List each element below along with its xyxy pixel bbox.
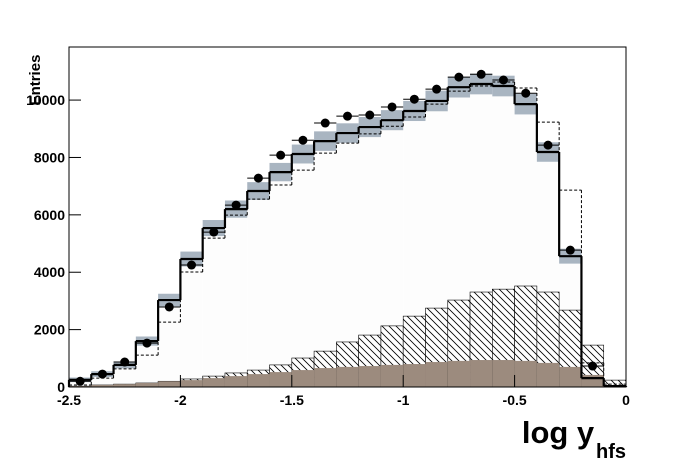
data-point xyxy=(365,110,375,120)
filled-bar xyxy=(158,381,181,387)
total-fill xyxy=(135,341,159,387)
filled-bar xyxy=(447,360,471,387)
total-fill xyxy=(180,259,203,387)
total-fill xyxy=(314,141,337,387)
filled-bar xyxy=(336,366,359,387)
data-point xyxy=(432,84,442,94)
data-point xyxy=(142,338,152,348)
filled-bar xyxy=(269,372,292,387)
filled-bar xyxy=(470,360,493,387)
data-point xyxy=(187,260,197,270)
filled-bar xyxy=(135,382,159,387)
filled-bar xyxy=(113,384,136,387)
total-fill xyxy=(91,374,114,387)
total-fill xyxy=(202,228,225,387)
data-point xyxy=(253,173,263,183)
total-fill xyxy=(113,364,136,387)
x-tick-label: 0 xyxy=(622,392,630,408)
y-tick-label: 10000 xyxy=(26,92,65,108)
data-point xyxy=(120,357,130,367)
x-axis-label: log y xyxy=(522,415,595,450)
filled-bar xyxy=(559,366,582,387)
data-point xyxy=(543,140,553,150)
filled-bar xyxy=(425,362,448,387)
data-point xyxy=(454,72,464,82)
total-fill xyxy=(224,209,248,387)
filled-bar xyxy=(224,376,248,387)
x-tick-label: -1 xyxy=(397,392,410,408)
x-axis-label-sub: hfs xyxy=(596,441,626,463)
data-point xyxy=(521,88,531,98)
filled-bar xyxy=(536,362,560,387)
x-tick-label: -2.5 xyxy=(57,392,81,408)
data-point xyxy=(75,376,85,386)
plot xyxy=(67,69,628,388)
y-tick-label: 2000 xyxy=(34,322,65,338)
filled-bar xyxy=(581,374,604,387)
y-tick-label: 4000 xyxy=(34,264,65,280)
data-point xyxy=(498,75,508,85)
y-tick-label: 8000 xyxy=(34,149,65,165)
data-point xyxy=(320,118,330,128)
data-point xyxy=(343,111,352,121)
data-point xyxy=(298,135,308,145)
total-fill xyxy=(269,172,292,387)
filled-bar xyxy=(380,364,404,387)
filled-bar xyxy=(514,360,537,387)
total-fill xyxy=(358,127,381,388)
x-tick-label: -1.5 xyxy=(280,392,304,408)
filled-bar xyxy=(492,360,515,387)
data-point xyxy=(209,227,219,237)
total-fill xyxy=(291,154,315,387)
total-fill xyxy=(158,300,181,387)
data-point xyxy=(164,302,174,312)
total-fill xyxy=(247,191,270,387)
filled-bar xyxy=(403,364,426,387)
data-point xyxy=(276,150,286,160)
total-fill xyxy=(336,133,359,387)
data-point xyxy=(565,245,575,255)
filled-bar xyxy=(202,378,225,387)
filled-bar xyxy=(314,368,337,387)
frame xyxy=(68,46,627,388)
filled-bar xyxy=(358,366,381,387)
filled-bar xyxy=(180,380,203,387)
data-point xyxy=(588,361,598,371)
y-tick-label: 0 xyxy=(57,379,65,395)
filled-bar xyxy=(91,384,114,387)
x-tick-label: -2 xyxy=(174,392,187,408)
filled-bar xyxy=(247,374,270,387)
y-tick-label: 6000 xyxy=(34,207,65,223)
filled-bar xyxy=(291,370,315,387)
y-axis-label: Entries xyxy=(27,55,44,106)
data-point xyxy=(476,69,486,79)
x-tick-label: -0.5 xyxy=(503,392,527,408)
data-point xyxy=(97,369,107,379)
data-point xyxy=(231,200,241,210)
total-fill xyxy=(380,120,404,388)
data-point xyxy=(387,102,397,112)
data-point xyxy=(409,94,419,104)
